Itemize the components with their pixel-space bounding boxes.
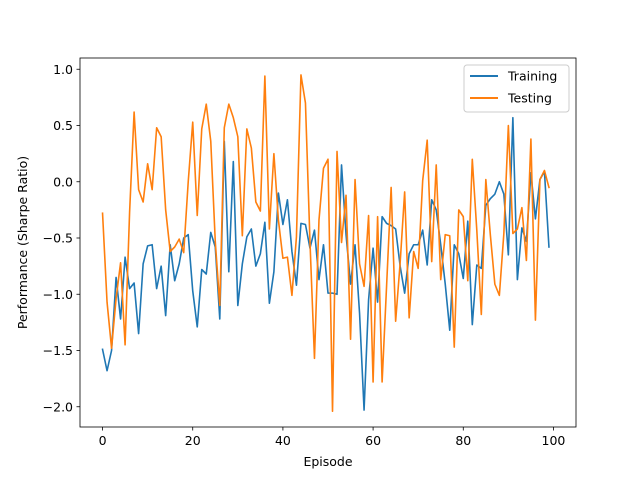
series-line-training: [101, 116, 550, 411]
y-tick-label: −0.5: [43, 231, 73, 246]
x-tick-label: 100: [542, 433, 566, 448]
y-tick-label: −2.0: [43, 399, 73, 414]
x-axis-label: Episode: [303, 454, 352, 469]
y-tick-label: 1.0: [53, 62, 73, 77]
axes-frame: [79, 57, 577, 428]
y-tick-label: −1.5: [43, 343, 73, 358]
legend: Training Testing: [463, 64, 570, 113]
x-tick-label: 40: [275, 433, 291, 448]
x-tick-label: 0: [99, 433, 107, 448]
y-tick-label: −1.0: [43, 287, 73, 302]
legend-label-training: Training: [507, 69, 557, 84]
y-tick-label: 0.5: [53, 118, 73, 133]
x-tick-label: 20: [185, 433, 201, 448]
x-tick-label: 80: [455, 433, 471, 448]
legend-label-testing: Testing: [507, 91, 552, 106]
y-axis-label: Performance (Sharpe Ratio): [15, 156, 30, 329]
y-tick-label: 0.0: [53, 174, 73, 189]
x-tick-label: 60: [365, 433, 381, 448]
series-line-testing: [101, 74, 550, 413]
y-axis-ticks: −2.0 −1.5 −1.0 −0.5 0.0 0.5 1.0: [43, 62, 80, 414]
x-axis-ticks: 0 20 40 60 80 100: [99, 427, 566, 448]
series-layer: [101, 74, 550, 413]
